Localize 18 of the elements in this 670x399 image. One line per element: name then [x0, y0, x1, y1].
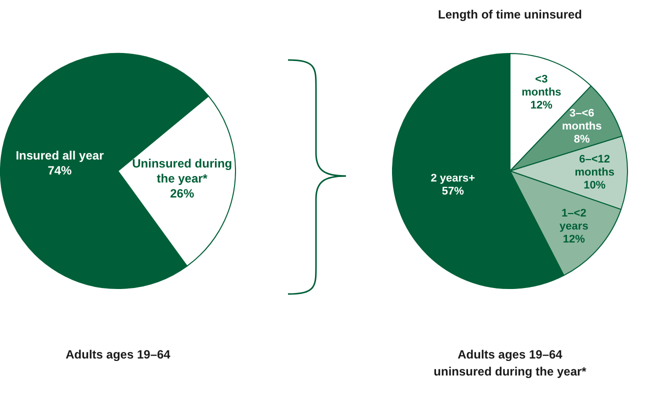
data-label: 26% [170, 186, 194, 200]
data-label: 74% [48, 163, 72, 178]
data-label: 12% [562, 233, 586, 246]
slice-label: 3–<6 months [562, 107, 602, 132]
slice-label: <3 months [522, 73, 562, 98]
slice-label: 2 years+ [430, 172, 476, 184]
text: Adults ages 19–64 [66, 347, 171, 362]
chart-title: Length of time uninsured [438, 7, 582, 22]
slice-label: Uninsured during the year* [132, 156, 232, 186]
data-label: 8% [574, 133, 590, 146]
slice-label: 1–<2 years [560, 207, 588, 232]
slice-label: Insured all year [16, 148, 104, 162]
data-label: 10% [584, 179, 606, 192]
text: uninsured during the year* [434, 364, 587, 378]
text: Adults ages 19–64 [458, 347, 563, 362]
data-label: 57% [442, 185, 464, 198]
slice-label: 6–<12 months [574, 153, 614, 178]
data-label: 12% [530, 99, 553, 112]
